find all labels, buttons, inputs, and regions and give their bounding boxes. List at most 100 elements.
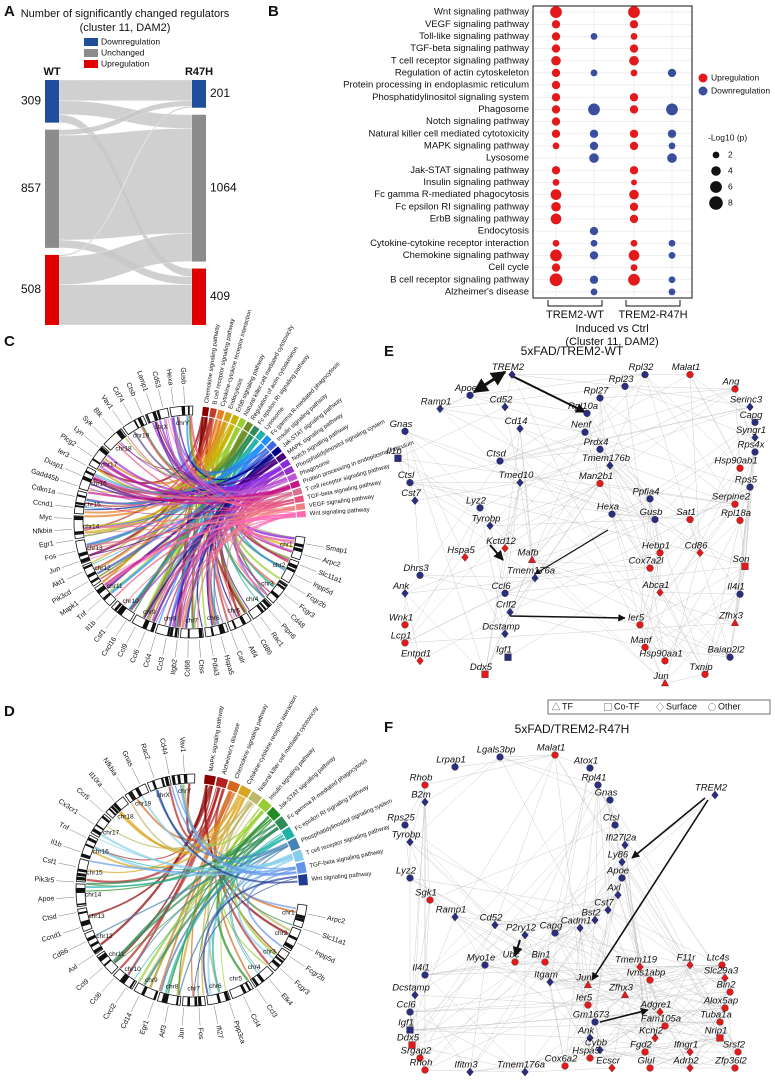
cytoband — [137, 417, 145, 427]
network-node — [591, 1018, 599, 1026]
node-label: Ly86 — [608, 850, 629, 861]
edge — [639, 566, 746, 625]
network-node — [646, 976, 654, 984]
network-node — [686, 371, 694, 379]
edge — [621, 861, 656, 1039]
gene-label: Fcgr3 — [293, 979, 311, 996]
node-label: Crlf2 — [496, 600, 517, 611]
chromosome-label: chr19 — [135, 801, 152, 808]
cytoband — [150, 622, 156, 632]
gene-label: Ccr5 — [75, 787, 91, 802]
dot — [629, 55, 639, 66]
group-label: TREM2-WT — [546, 309, 604, 321]
node-label: Gnas — [595, 788, 618, 799]
edge — [397, 458, 736, 505]
gene-connector — [289, 584, 306, 595]
size-legend-dot — [711, 166, 721, 176]
edge — [719, 991, 731, 1039]
cytoband — [95, 823, 105, 831]
gene-label: Ccl9 — [117, 643, 130, 659]
dot — [550, 249, 562, 262]
node-value: 508 — [21, 282, 41, 296]
gene-label: Akt1 — [51, 577, 67, 589]
pathway-block — [283, 465, 295, 476]
gene-connector — [209, 638, 214, 657]
network-node — [656, 1007, 664, 1017]
edge — [404, 622, 736, 643]
edge — [409, 1011, 526, 1073]
gene-connector — [54, 517, 73, 519]
gene-connector — [164, 1005, 169, 1024]
node-label: Rpl27 — [584, 386, 610, 397]
gene-label: Tnf — [76, 610, 88, 622]
gene-label: Jun — [178, 1027, 186, 1039]
network-node — [481, 670, 489, 678]
edge — [499, 406, 751, 462]
gene-connector — [283, 593, 299, 605]
node-label: Serpine2 — [712, 492, 751, 503]
gene-connector — [58, 862, 77, 867]
chromosome-label: chr1 — [280, 542, 293, 549]
node-label: Abca1 — [642, 580, 670, 591]
edge — [599, 388, 736, 399]
edge — [531, 559, 736, 624]
network-node — [561, 1062, 569, 1070]
chord — [213, 788, 270, 965]
chromosome-label: chr11 — [107, 583, 123, 590]
edge — [639, 624, 731, 658]
edge — [411, 799, 611, 1046]
gene-connector — [56, 880, 75, 883]
network-node — [621, 840, 629, 850]
network-node — [411, 496, 419, 505]
edge — [689, 1037, 721, 1069]
edge — [664, 674, 706, 684]
size-legend-label: 2 — [728, 149, 733, 159]
chromosome-label: chr19 — [133, 433, 150, 440]
dot — [551, 117, 561, 126]
edge — [587, 984, 691, 1053]
network-node — [726, 653, 734, 661]
node-label: Dcstamp — [482, 621, 519, 632]
cytoband — [93, 946, 103, 954]
edge — [524, 994, 626, 1073]
edge — [484, 919, 596, 966]
cytoband — [85, 470, 95, 477]
node-label: Ank — [577, 1026, 596, 1037]
edge — [524, 934, 589, 986]
gene-label: Egr1 — [39, 540, 55, 549]
network-node — [604, 905, 612, 915]
node-label: Rpl23 — [609, 374, 635, 385]
node-label: Dhrs3 — [403, 563, 429, 574]
edge — [549, 981, 589, 986]
gene-connector — [295, 574, 312, 584]
edge — [404, 824, 411, 879]
edge — [699, 552, 746, 567]
gene-connector — [70, 456, 87, 466]
edge — [611, 994, 626, 1069]
cytoband — [99, 954, 108, 962]
chart-title: Number of significantly changed regulato… — [21, 8, 230, 20]
edge — [489, 386, 626, 526]
gene-label: Cdkn1a — [31, 484, 56, 496]
dot — [629, 93, 639, 102]
node-label: Tmem176a — [507, 566, 555, 577]
series-name: R47H — [185, 66, 213, 78]
plot-frame — [532, 5, 693, 299]
cytoband — [197, 996, 202, 1006]
edge — [719, 1021, 736, 1069]
cytoband — [86, 934, 97, 942]
node-label: Hspa5 — [447, 545, 475, 556]
node-label: Ctsd — [486, 449, 506, 460]
edge — [734, 388, 756, 453]
edge — [664, 594, 741, 684]
edge — [644, 468, 741, 648]
pathway-block — [275, 452, 287, 463]
cytoband — [169, 627, 174, 637]
category-label: Jak-STAT signaling pathway — [410, 165, 529, 176]
legend-shape — [656, 702, 664, 712]
gene-label: Apoe — [38, 895, 55, 903]
flow — [58, 284, 193, 326]
node-value: 857 — [21, 181, 41, 195]
gene-connector — [89, 967, 104, 980]
pathway-label: Natural killer cell mediated cytotoxicit… — [243, 324, 295, 417]
